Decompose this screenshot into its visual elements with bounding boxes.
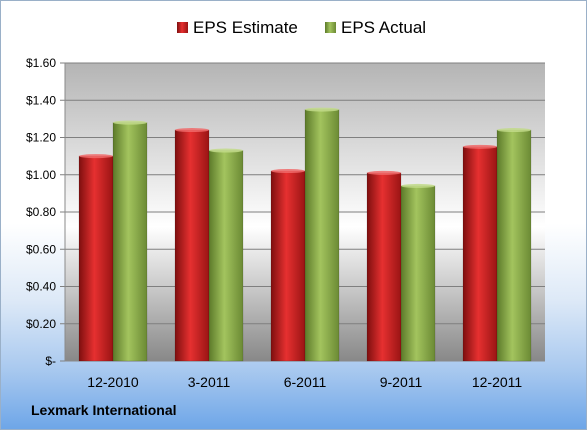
bar-eps-actual: [304, 109, 340, 362]
bar-top-highlight: [79, 154, 113, 159]
bar-top-highlight: [209, 148, 243, 153]
y-axis-ticks: $- $0.20 $0.40 $0.60 $0.80 $1.00 $1.20 $1.40 $1.…: [26, 56, 56, 368]
bar-eps-estimate: [270, 170, 306, 362]
bar-eps-actual: [112, 122, 148, 362]
y-tick-label: $-: [45, 354, 56, 368]
x-category-label: 12-2010: [87, 374, 139, 390]
bar-eps-estimate: [366, 172, 402, 362]
bar-top-highlight: [271, 169, 305, 174]
bar-eps-estimate: [462, 146, 498, 362]
x-category-label: 9-2011: [380, 374, 423, 390]
company-name: Lexmark International: [31, 402, 177, 418]
bar-top-highlight: [305, 107, 339, 112]
y-tick-label: $0.40: [26, 280, 56, 294]
legend-swatch-eps-actual: [325, 22, 336, 33]
bar-eps-actual: [496, 129, 532, 362]
y-tick-label: $1.60: [26, 56, 56, 70]
bar-top-highlight: [367, 170, 401, 175]
bar-top-highlight: [401, 183, 435, 188]
x-category-label: 12-2011: [472, 374, 523, 390]
legend: EPS Estimate EPS Actual: [177, 18, 426, 37]
bar-top-highlight: [463, 144, 497, 149]
y-tick-label: $1.40: [26, 93, 56, 107]
legend-label-eps-actual: EPS Actual: [341, 18, 426, 37]
bars: [78, 107, 532, 362]
y-tick-label: $0.80: [26, 205, 56, 219]
bar-top-highlight: [175, 128, 209, 133]
x-category-label: 3-2011: [188, 374, 231, 390]
bar-top-highlight: [113, 120, 147, 125]
bar-eps-estimate: [174, 129, 210, 362]
legend-label-eps-estimate: EPS Estimate: [193, 18, 298, 37]
legend-swatch-eps-estimate: [177, 22, 188, 33]
y-tick-label: $0.60: [26, 242, 56, 256]
bar-top-highlight: [497, 128, 531, 133]
x-category-label: 6-2011: [284, 374, 327, 390]
x-axis-categories: 12-2010 3-2011 6-2011 9-2011 12-2011: [87, 374, 522, 390]
y-tick-label: $1.00: [26, 168, 56, 182]
bar-eps-actual: [400, 185, 436, 362]
bar-eps-estimate: [78, 155, 114, 362]
y-tick-label: $0.20: [26, 317, 56, 331]
y-tick-label: $1.20: [26, 131, 56, 145]
bar-eps-actual: [208, 150, 244, 362]
